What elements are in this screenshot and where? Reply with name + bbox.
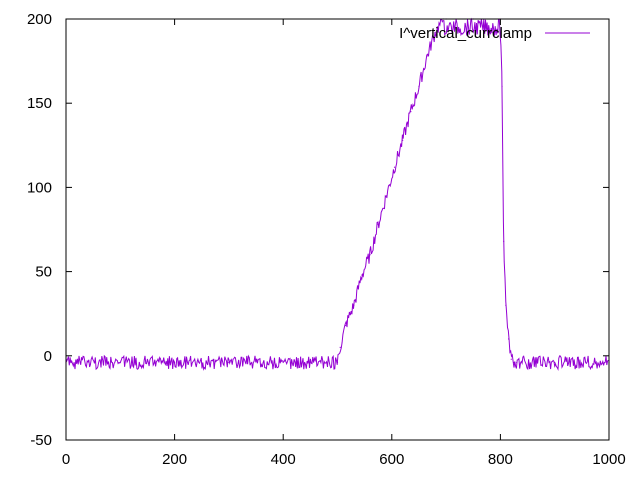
axis-frame <box>65 18 610 441</box>
y-tick-label: -50 <box>30 432 52 449</box>
data-point <box>516 361 518 364</box>
legend: I^vertical_currclamp <box>399 25 590 42</box>
data-point <box>402 139 404 141</box>
data-point <box>377 223 379 226</box>
data-point <box>510 358 512 360</box>
data-point <box>336 361 339 364</box>
data-point <box>507 338 510 340</box>
x-tick-label: 1000 <box>592 451 625 468</box>
data-point <box>505 304 507 306</box>
x-tick-label: 200 <box>162 451 187 468</box>
y-tick-label: 150 <box>27 95 52 112</box>
y-tick-label: 0 <box>44 348 52 365</box>
y-tick-label: 50 <box>35 264 52 281</box>
data-point <box>503 240 505 242</box>
data-point <box>434 31 436 34</box>
series-line <box>65 17 609 371</box>
data-point <box>426 55 428 57</box>
data-point <box>501 85 503 87</box>
x-tick-label: 600 <box>379 451 404 468</box>
data-point <box>353 304 355 306</box>
data-point <box>174 361 176 364</box>
data-point <box>418 85 420 87</box>
data-point <box>554 361 556 364</box>
data-point <box>339 346 341 348</box>
series-layer <box>65 17 610 371</box>
y-axis: -50 0 50 100 150 200 <box>27 11 609 449</box>
data-point <box>513 361 515 364</box>
y-tick-label: 200 <box>27 11 52 28</box>
legend-label: I^vertical_currclamp <box>399 25 532 42</box>
data-point <box>410 111 412 113</box>
x-tick-label: 800 <box>488 451 513 468</box>
x-axis: 0 200 400 600 800 1000 <box>62 19 626 468</box>
data-point <box>119 361 121 364</box>
data-point <box>345 324 347 327</box>
data-point <box>282 361 284 364</box>
data-point <box>385 195 387 197</box>
data-point <box>393 166 396 168</box>
data-point <box>361 274 363 276</box>
x-tick-label: 400 <box>271 451 296 468</box>
y-tick-label: 100 <box>27 179 52 196</box>
plot-border <box>65 18 610 441</box>
data-point <box>369 254 371 256</box>
x-tick-label: 0 <box>62 451 70 468</box>
data-point <box>228 361 230 364</box>
